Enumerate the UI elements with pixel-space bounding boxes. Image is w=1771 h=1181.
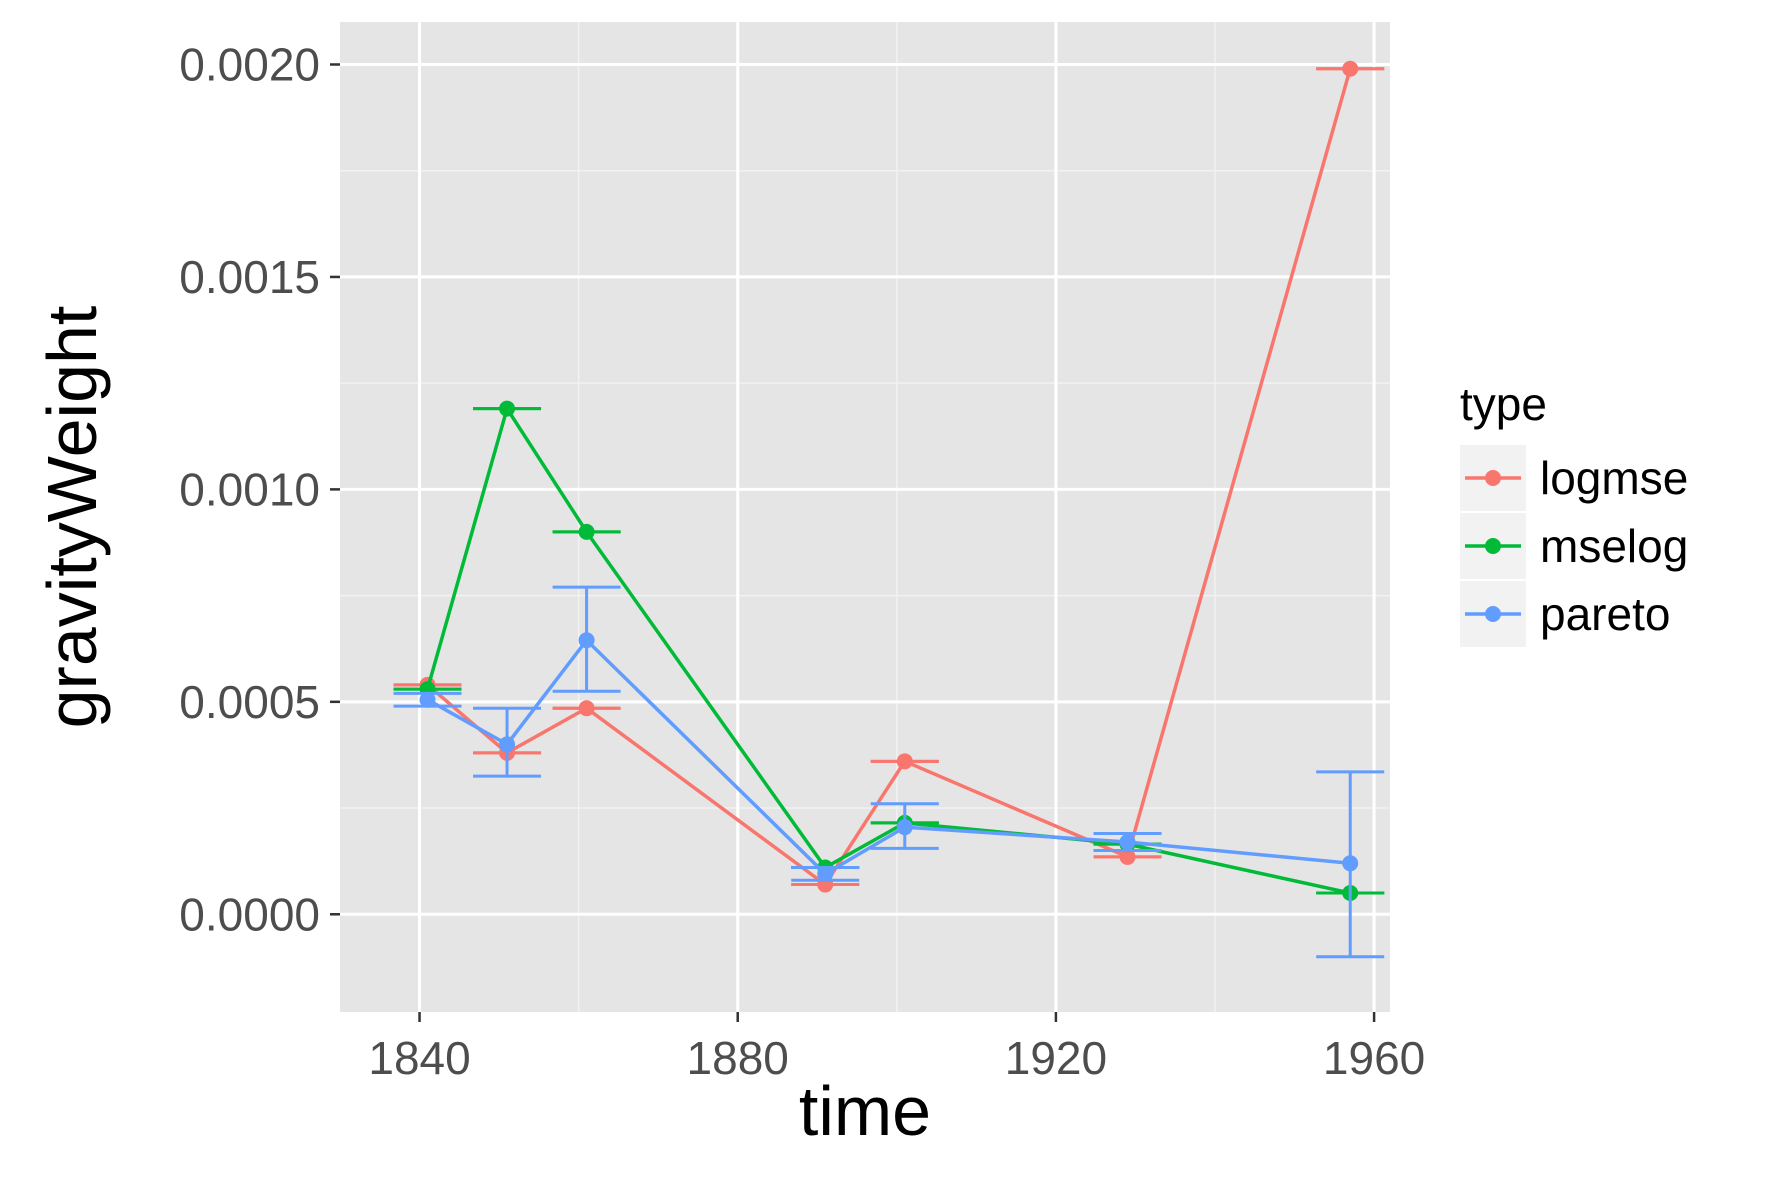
data-point [578, 700, 595, 717]
legend-key-point [1485, 470, 1501, 486]
grid-major [340, 22, 1390, 1012]
data-point [1342, 60, 1359, 77]
series-pareto [393, 585, 1385, 959]
y-tick-label: 0.0000 [179, 888, 320, 940]
data-point [499, 736, 516, 753]
y-tick-label: 0.0015 [179, 251, 320, 303]
y-tick-label: 0.0020 [179, 38, 320, 90]
x-tick-label: 1920 [1005, 1032, 1107, 1084]
legend-title: type [1460, 378, 1547, 430]
legend-item-pareto: pareto [1460, 581, 1670, 647]
data-point [896, 819, 913, 836]
legend-label: mselog [1540, 520, 1688, 572]
legend-item-logmse: logmse [1460, 445, 1688, 511]
legend: type logmse mselog pareto [1460, 378, 1688, 647]
x-axis-title: time [799, 1072, 931, 1150]
legend-key-point [1485, 606, 1501, 622]
legend-item-mselog: mselog [1460, 513, 1688, 579]
x-axis: 1840 1880 1920 1960 [368, 1012, 1425, 1084]
y-axis: 0.0000 0.0005 0.0010 0.0015 0.0020 [179, 38, 340, 940]
legend-key-point [1485, 538, 1501, 554]
y-tick-label: 0.0005 [179, 676, 320, 728]
legend-label: pareto [1540, 588, 1670, 640]
data-point [817, 865, 834, 882]
data-point [1342, 855, 1359, 872]
legend-label: logmse [1540, 452, 1688, 504]
y-axis-title: gravityWeight [33, 306, 111, 729]
series-layer [393, 60, 1385, 959]
data-point [1119, 848, 1136, 865]
data-point [578, 632, 595, 649]
y-tick-label: 0.0010 [179, 463, 320, 515]
grid-minor [340, 22, 1390, 1012]
data-point [578, 523, 595, 540]
x-tick-label: 1880 [687, 1032, 789, 1084]
data-point [896, 753, 913, 770]
data-point [499, 400, 516, 417]
data-point [1119, 834, 1136, 851]
data-point [419, 691, 436, 708]
x-tick-label: 1960 [1323, 1032, 1425, 1084]
x-tick-label: 1840 [368, 1032, 470, 1084]
